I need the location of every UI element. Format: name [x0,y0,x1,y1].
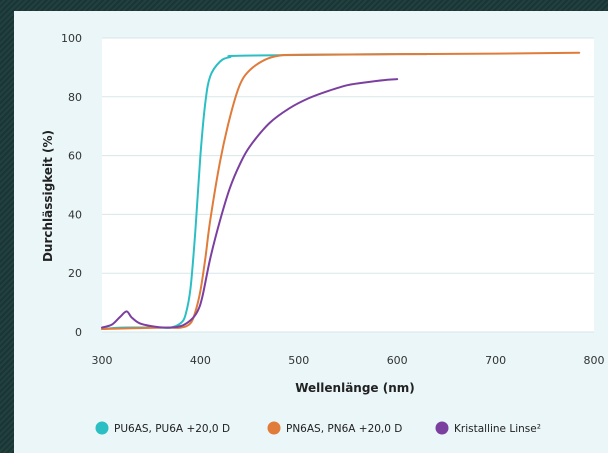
y-tick-label: 40 [68,208,82,221]
x-tick-label: 400 [190,354,211,367]
x-tick-label: 700 [485,354,506,367]
y-tick-label: 0 [75,326,82,339]
legend-marker-1 [95,421,109,435]
legend-marker-2 [267,421,281,435]
transmission-chart: 0 20 40 60 80 100 300 400 500 600 700 800 Durchläs… [41,32,605,435]
legend: PU6AS, PU6A +20,0 D PN6AS, PN6A +20,0 D Kr… [95,421,541,435]
chart-card: 0 20 40 60 80 100 300 400 500 600 700 800 Durchläs… [14,11,608,453]
legend-label-1: PU6AS, PU6A +20,0 D [114,423,230,435]
series-line-3 [101,78,399,329]
y-axis-title: Durchlässigkeit (%) [41,130,55,262]
y-tick-label: 100 [61,32,82,45]
y-tick-label: 20 [68,267,82,280]
plot-area [102,38,594,332]
x-axis-ticks: 300 400 500 600 700 800 [92,354,605,367]
y-axis-ticks: 0 20 40 60 80 100 [61,32,82,339]
y-tick-label: 60 [68,150,82,163]
legend-marker-3 [435,421,449,435]
x-tick-label: 500 [288,354,309,367]
x-tick-label: 800 [584,354,605,367]
x-axis-title: Wellenlänge (nm) [295,381,415,395]
x-tick-label: 600 [387,354,408,367]
x-tick-label: 300 [92,354,113,367]
series-line-2 [101,51,581,331]
y-tick-label: 80 [68,91,82,104]
legend-label-3: Kristalline Linse² [454,423,541,435]
legend-label-2: PN6AS, PN6A +20,0 D [286,423,402,435]
series-lines [101,51,581,331]
grid-lines [102,37,594,333]
